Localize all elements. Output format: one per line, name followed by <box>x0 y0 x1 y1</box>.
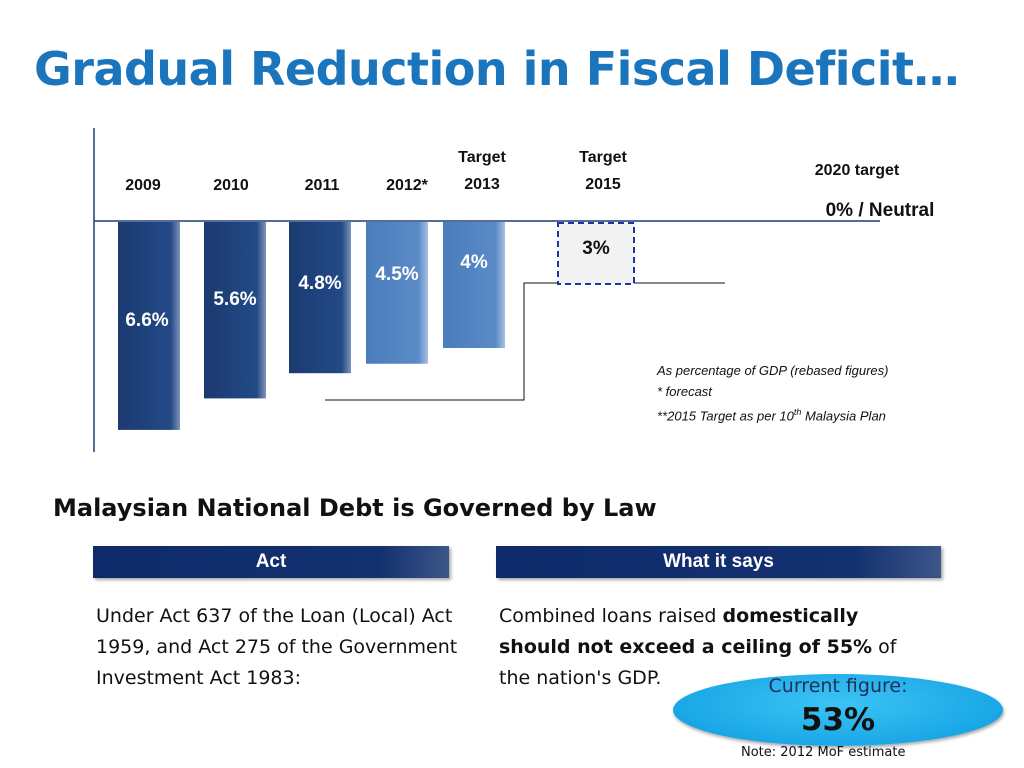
act-description: Under Act 637 of the Loan (Local) Act 19… <box>96 605 458 689</box>
tick-label: 2009 <box>125 177 161 194</box>
says-column-header: What it says <box>496 546 941 578</box>
bar-2011 <box>289 222 351 374</box>
tick-label: 2010 <box>213 177 249 194</box>
data-label: 4.5% <box>375 264 418 285</box>
data-label: 3% <box>582 238 610 259</box>
current-figure-label: Current figure: <box>768 675 908 697</box>
note-target-2015-text: **2015 Target as per 10 <box>657 408 794 424</box>
bar-target-2013 <box>443 222 505 348</box>
data-label: 4.8% <box>298 273 341 294</box>
bar-2012 <box>366 222 428 364</box>
tick-label-line1: Target <box>458 149 506 166</box>
footnote: Note: 2012 MoF estimate <box>741 745 906 760</box>
data-label: 6.6% <box>125 310 168 331</box>
says-text-start: Combined loans raised <box>499 605 723 627</box>
target-2020-value: 0% / Neutral <box>826 200 935 221</box>
tick-label-line2: 2015 <box>585 176 621 193</box>
deficit-bar-chart: 6.6% 2009 5.6% 2010 4.8% 2011 4.5% 2012* 4% Targe… <box>93 128 935 452</box>
bar-target-2015 <box>557 222 635 285</box>
says-text-bold: domestically should not exceed a ceiling… <box>499 605 873 658</box>
note-target-2015: **2015 Target as per 10th Malaysia Plan <box>657 402 888 426</box>
section-title: Malaysian National Debt is Governed by L… <box>53 494 657 522</box>
note-gdp: As percentage of GDP (rebased figures) <box>657 363 889 378</box>
bar-2009 <box>118 222 180 430</box>
trend-connector <box>325 282 558 401</box>
note-target-2015-tail: Malaysia Plan <box>801 408 886 424</box>
chart-notes: As percentage of GDP (rebased figures) *… <box>657 360 888 426</box>
current-figure-value: 53% <box>800 702 876 738</box>
says-description: Combined loans raised domestically shoul… <box>499 601 919 694</box>
data-label: 5.6% <box>213 289 256 310</box>
bar-2010 <box>204 222 266 399</box>
tick-label-line1: Target <box>579 149 627 166</box>
data-label: 4% <box>460 252 488 273</box>
act-column-header: Act <box>93 546 449 578</box>
current-figure-badge <box>673 674 1003 746</box>
tick-label-line2: 2013 <box>464 176 500 193</box>
page-title: Gradual Reduction in Fiscal Deficit… <box>34 42 960 96</box>
note-forecast: * forecast <box>657 384 712 399</box>
tick-label: 2012* <box>386 177 429 194</box>
tick-label: 2011 <box>305 177 340 194</box>
note-superscript: th <box>793 407 802 417</box>
says-text-end: of the nation's GDP. <box>499 636 897 689</box>
tick-label-2020-target: 2020 target <box>815 162 900 179</box>
